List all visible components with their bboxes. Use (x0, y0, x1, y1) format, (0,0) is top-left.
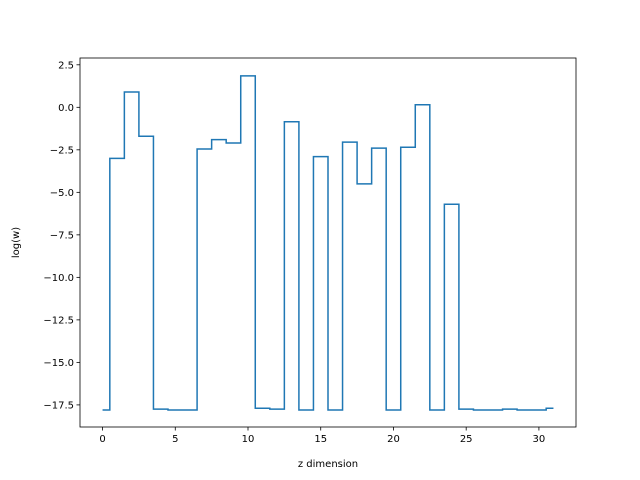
x-tick-label: 20 (387, 434, 400, 445)
y-tick-label: −17.5 (43, 400, 74, 411)
x-tick-label: 25 (460, 434, 473, 445)
series-line-0 (102, 75, 554, 411)
y-tick-label: −12.5 (43, 315, 74, 326)
x-tick-label: 10 (242, 434, 255, 445)
y-tick-label: −15.0 (43, 358, 74, 369)
x-tick-label: 15 (314, 434, 327, 445)
x-axis-label: z dimension (298, 459, 358, 470)
x-tick-label: 30 (533, 434, 546, 445)
y-tick-label: −7.5 (50, 230, 74, 241)
y-tick-label: −2.5 (50, 145, 74, 156)
x-tick-label: 0 (99, 434, 105, 445)
x-axis-ticks: 0 5 10 15 20 25 30 (99, 427, 545, 445)
y-tick-label: 0.0 (58, 103, 74, 114)
x-tick-label: 5 (172, 434, 178, 445)
y-tick-label: 2.5 (58, 60, 74, 71)
plot-area (102, 75, 554, 411)
y-axis-ticks: 2.5 0.0 −2.5 −5.0 −7.5 −10.0 −12.5 −15.0 −17.5 (43, 60, 80, 411)
axes-frame (79, 57, 577, 428)
y-axis-label: log(w) (11, 227, 22, 258)
y-tick-label: −10.0 (43, 273, 74, 284)
y-tick-label: −5.0 (50, 188, 74, 199)
